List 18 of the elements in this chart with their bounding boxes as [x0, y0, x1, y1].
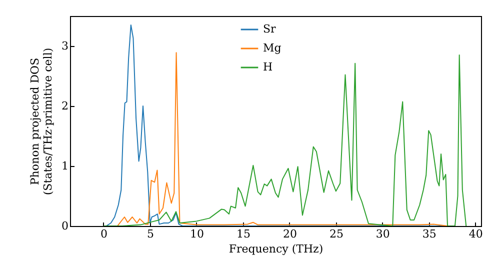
y-axis-title: Phonon projected DOS (States/THz·primitive cell): [28, 48, 54, 196]
x-tick-label: 0: [100, 228, 108, 240]
legend-label: H: [263, 60, 273, 74]
y-tick-label: 0: [62, 220, 68, 232]
y-tick-label: 2: [62, 100, 68, 112]
legend-label: Mg: [263, 42, 282, 54]
y-tick-label: 3: [62, 40, 68, 52]
y-tick-label: 1: [62, 160, 68, 172]
x-tick-label: 10: [190, 228, 204, 240]
x-tick-label: 25: [329, 228, 344, 240]
legend-label: Sr: [263, 22, 277, 36]
x-tick-label: 30: [376, 228, 390, 240]
x-tick-label: 5: [146, 228, 154, 240]
x-tick-label: 35: [422, 228, 436, 240]
x-tick-label: 40: [468, 228, 483, 240]
x-tick-label: 20: [282, 228, 297, 240]
x-axis-title: Frequency (THz): [228, 242, 324, 256]
x-tick-label: 15: [236, 228, 250, 240]
